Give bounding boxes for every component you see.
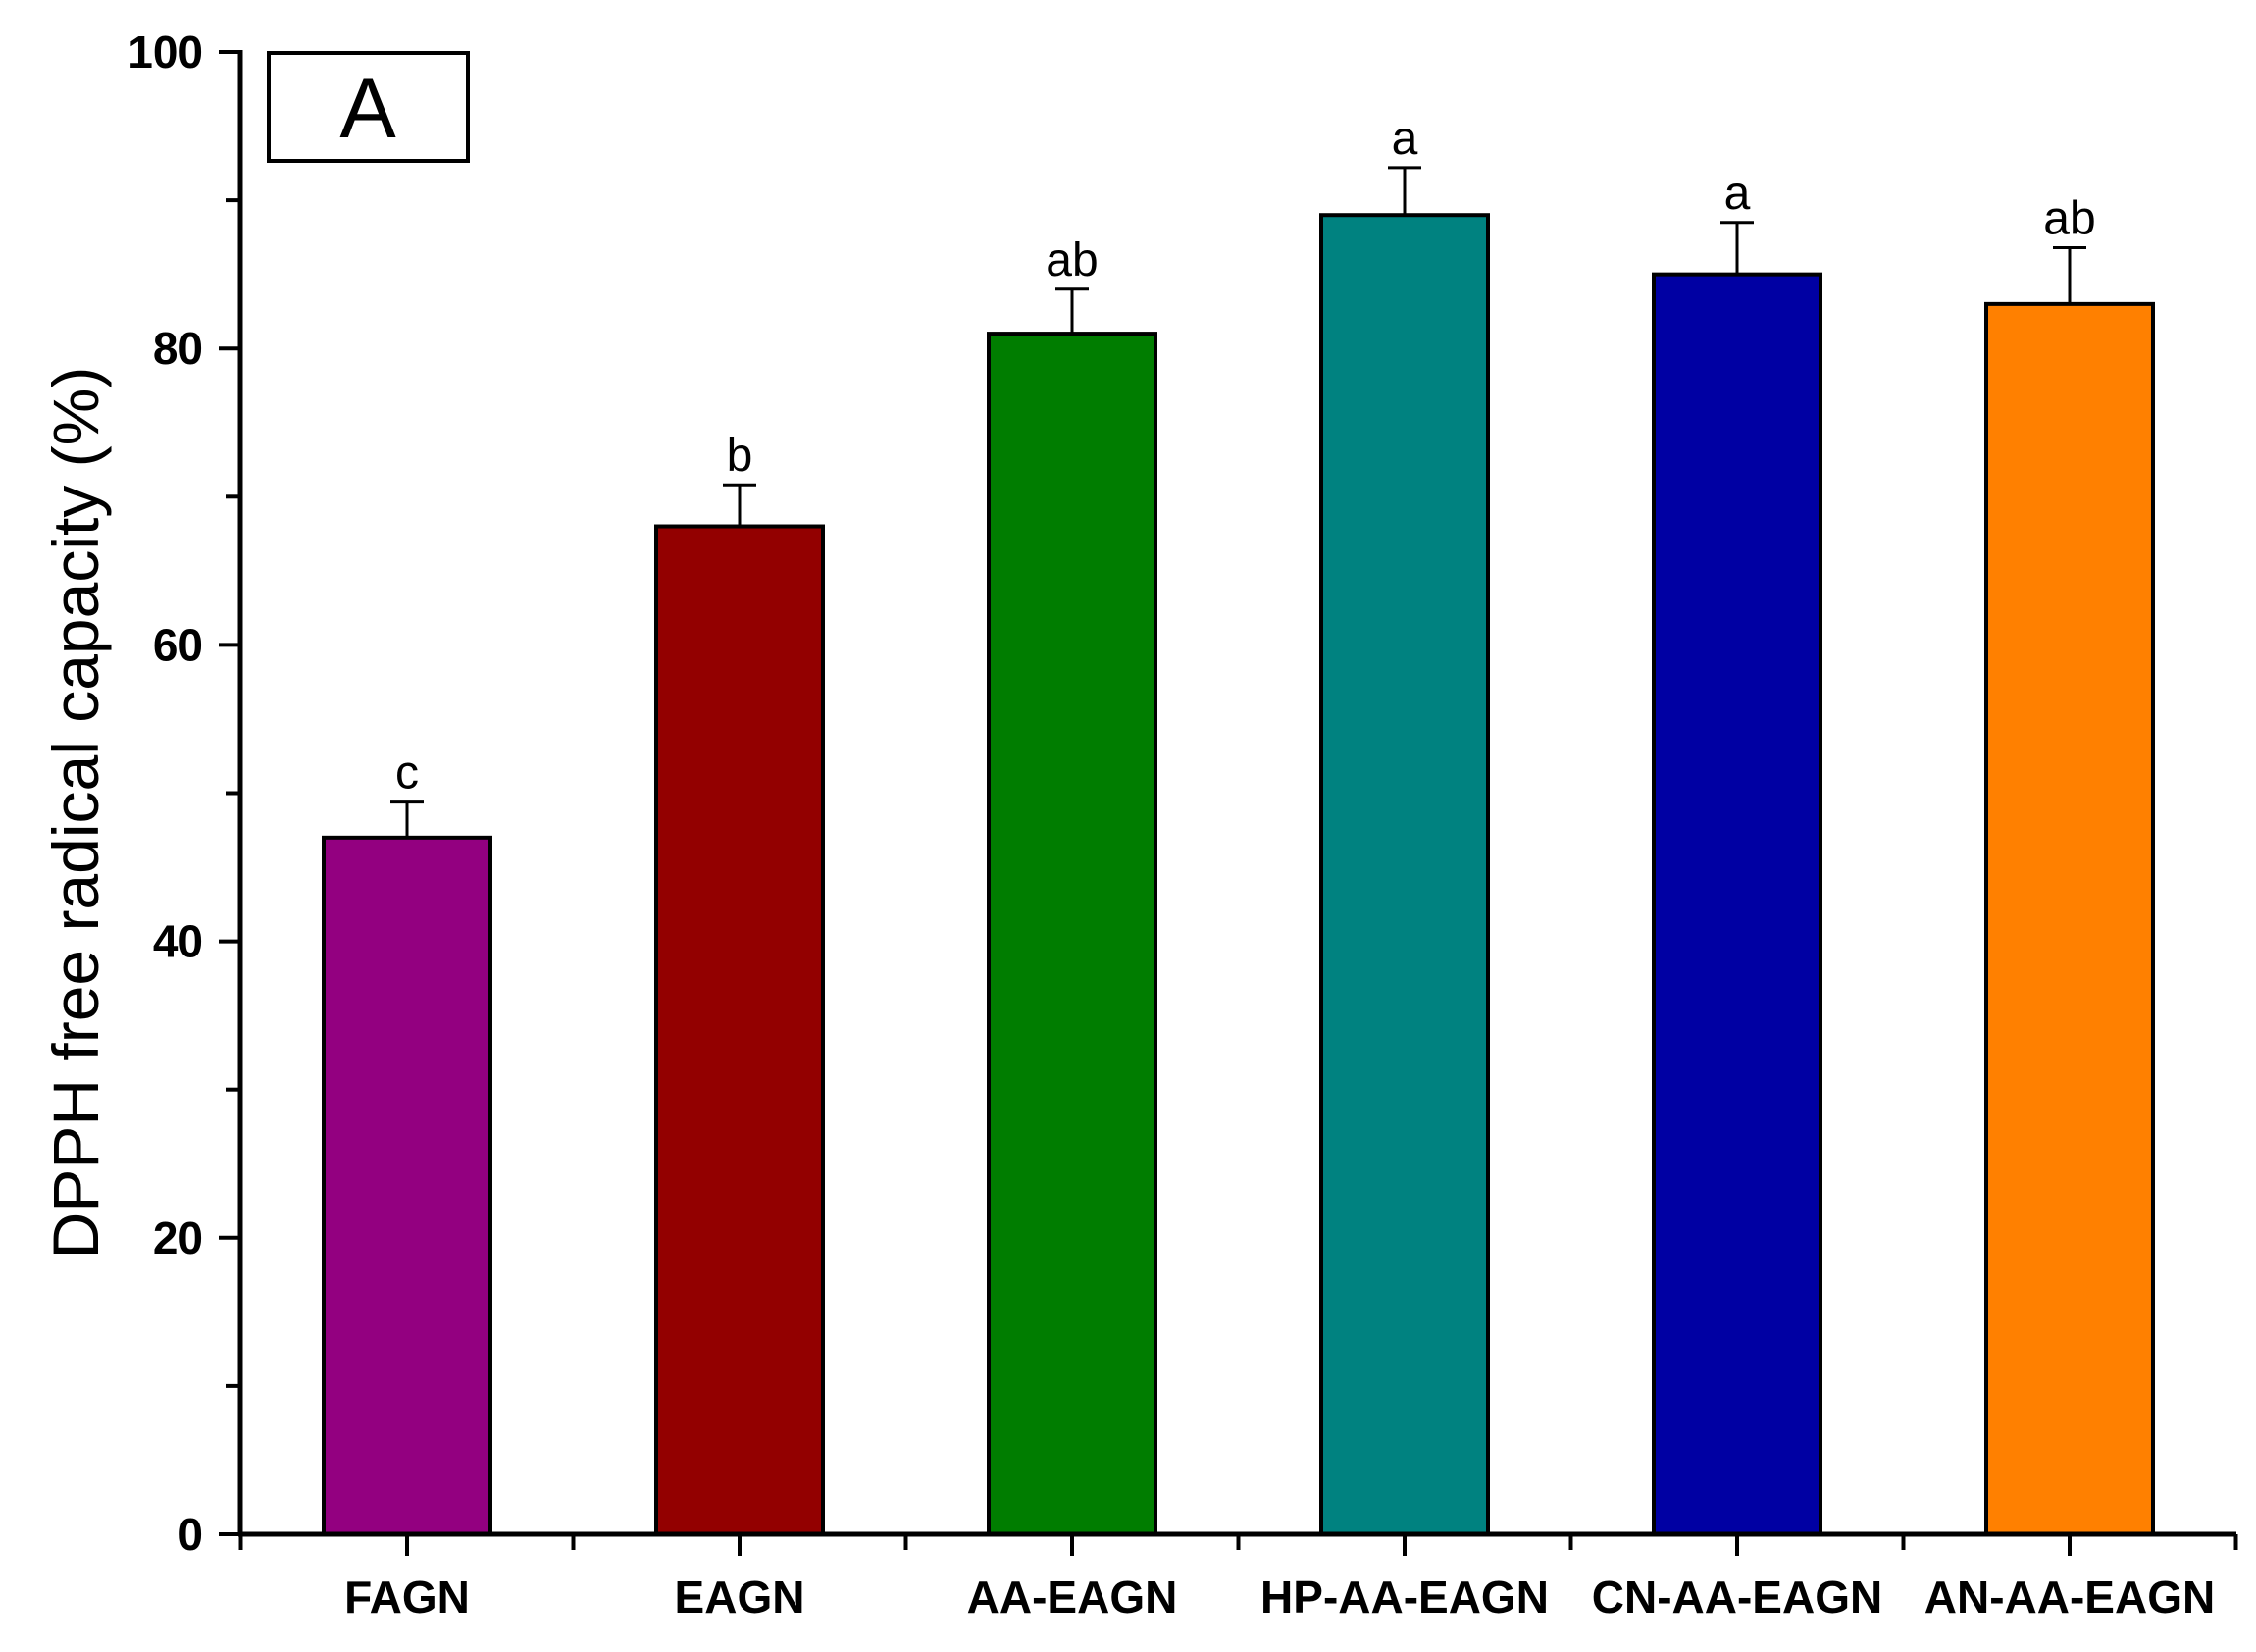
x-tick-label: CN-AA-EAGN [1592, 1572, 1882, 1623]
x-tick-label: AN-AA-EAGN [1924, 1572, 2215, 1623]
y-tick-label: 20 [153, 1213, 203, 1264]
y-tick-label: 40 [153, 916, 203, 967]
x-tick-label: FAGN [344, 1572, 470, 1623]
x-tick-label: EAGN [675, 1572, 805, 1623]
x-tick-label: AA-EAGN [967, 1572, 1178, 1623]
bar-an-aa-eagn [1984, 301, 2155, 1536]
y-tick-label: 100 [128, 26, 203, 77]
significance-label: c [395, 748, 419, 800]
y-ticks-group: 0 20 40 60 80 100 [128, 26, 240, 1560]
bar-hp-aa-eagn [1319, 213, 1490, 1537]
bar-eagn [654, 524, 825, 1536]
significance-label: a [1724, 168, 1751, 220]
panel-label: A [339, 62, 396, 156]
bars-group [322, 213, 2155, 1537]
error-bars-group [390, 166, 2086, 838]
panel-label-box: A [267, 51, 470, 163]
x-ticks-group: FAGN EAGN AA-EAGN HP-AA-EAGN CN-AA-EAGN AN-AA… [238, 1534, 2238, 1623]
x-tick-label: HP-AA-EAGN [1260, 1572, 1549, 1623]
y-axis-label: DPPH free radical capacity (%) [39, 367, 112, 1260]
significance-label: ab [2043, 192, 2095, 244]
significance-label: a [1392, 113, 1418, 165]
bar-aa-eagn [987, 332, 1157, 1537]
y-tick-label: 80 [153, 323, 203, 374]
y-tick-label: 0 [178, 1509, 203, 1560]
bar-cn-aa-eagn [1652, 272, 1822, 1536]
axes-group [237, 50, 2236, 1537]
significance-label: b [727, 430, 753, 482]
significance-labels-group: c b ab a a ab [395, 113, 2096, 800]
bar-fagn [322, 835, 492, 1536]
significance-label: ab [1046, 234, 1098, 286]
y-tick-label: 60 [153, 619, 203, 670]
